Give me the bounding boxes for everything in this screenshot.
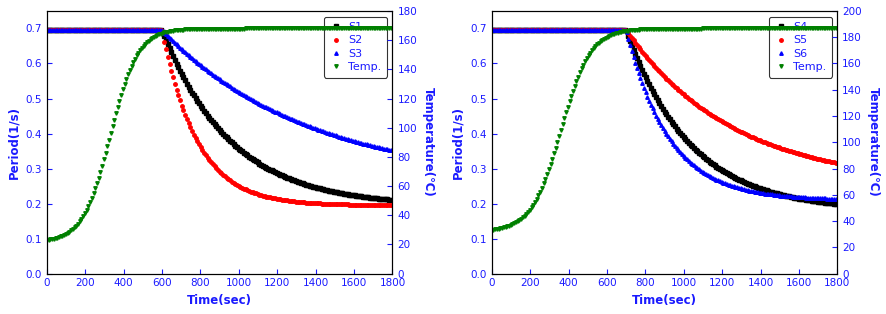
S5 (831, 161, 842, 165)
Line: S3: S3 (45, 29, 393, 152)
S1 (42, 28, 52, 32)
S3 (387, 149, 398, 152)
Temp. (42, 238, 52, 242)
Temp. (798, 27, 809, 30)
S2 (386, 203, 397, 207)
Temp. (250, 27, 260, 30)
S2 (256, 193, 267, 197)
S4 (831, 202, 842, 206)
Legend: S4, S5, S6, Temp.: S4, S5, S6, Temp. (767, 17, 831, 78)
S2 (250, 192, 260, 195)
S3 (138, 28, 149, 32)
S4 (486, 28, 496, 32)
Temp. (115, 94, 126, 98)
S4 (695, 152, 705, 156)
Line: S2: S2 (45, 29, 393, 207)
S1 (115, 28, 126, 32)
S5 (560, 28, 571, 32)
S1 (250, 159, 260, 163)
S4 (798, 198, 809, 201)
S5 (701, 110, 711, 114)
S6 (582, 28, 593, 32)
Temp. (695, 27, 705, 30)
Line: S6: S6 (489, 29, 838, 201)
S1 (256, 163, 267, 167)
S2 (42, 28, 52, 32)
Line: Temp.: Temp. (45, 27, 393, 242)
S4 (831, 202, 842, 206)
Line: S5: S5 (489, 29, 838, 165)
S3 (115, 28, 126, 32)
S4 (582, 28, 593, 32)
Temp. (831, 27, 842, 30)
S3 (354, 141, 364, 144)
S3 (386, 149, 397, 152)
Temp. (831, 27, 842, 30)
S1 (354, 194, 364, 198)
Y-axis label: Temperature(℃): Temperature(℃) (867, 87, 879, 197)
Line: S1: S1 (45, 29, 393, 202)
S2 (387, 203, 398, 207)
Line: S4: S4 (489, 29, 838, 206)
Y-axis label: Temperature(℃): Temperature(℃) (422, 87, 435, 197)
Line: Temp.: Temp. (489, 27, 838, 231)
S5 (695, 106, 705, 110)
S6 (831, 197, 842, 201)
Temp. (701, 27, 711, 30)
S6 (798, 196, 809, 199)
S6 (831, 197, 842, 201)
S1 (387, 198, 398, 202)
S3 (250, 100, 260, 104)
S6 (560, 28, 571, 32)
S5 (582, 28, 593, 32)
Temp. (354, 27, 364, 30)
S5 (798, 154, 809, 157)
X-axis label: Time(sec): Time(sec) (632, 294, 696, 307)
S6 (486, 28, 496, 32)
S5 (831, 161, 842, 165)
S1 (386, 198, 397, 202)
Y-axis label: Period(1/s): Period(1/s) (451, 106, 464, 179)
X-axis label: Time(sec): Time(sec) (187, 294, 252, 307)
Temp. (387, 27, 398, 30)
S4 (701, 158, 711, 161)
Temp. (560, 111, 571, 115)
Temp. (256, 27, 267, 30)
S1 (138, 28, 149, 32)
S2 (115, 28, 126, 32)
Temp. (386, 27, 397, 30)
S6 (695, 169, 705, 172)
Y-axis label: Period(1/s): Period(1/s) (7, 106, 19, 179)
S3 (256, 103, 267, 107)
Legend: S1, S2, S3, Temp.: S1, S2, S3, Temp. (323, 17, 386, 78)
S2 (138, 28, 149, 32)
S6 (701, 172, 711, 176)
Temp. (486, 228, 496, 232)
S2 (354, 203, 364, 207)
S3 (42, 28, 52, 32)
Temp. (582, 54, 593, 58)
S4 (560, 28, 571, 32)
S5 (486, 28, 496, 32)
Temp. (138, 44, 149, 48)
